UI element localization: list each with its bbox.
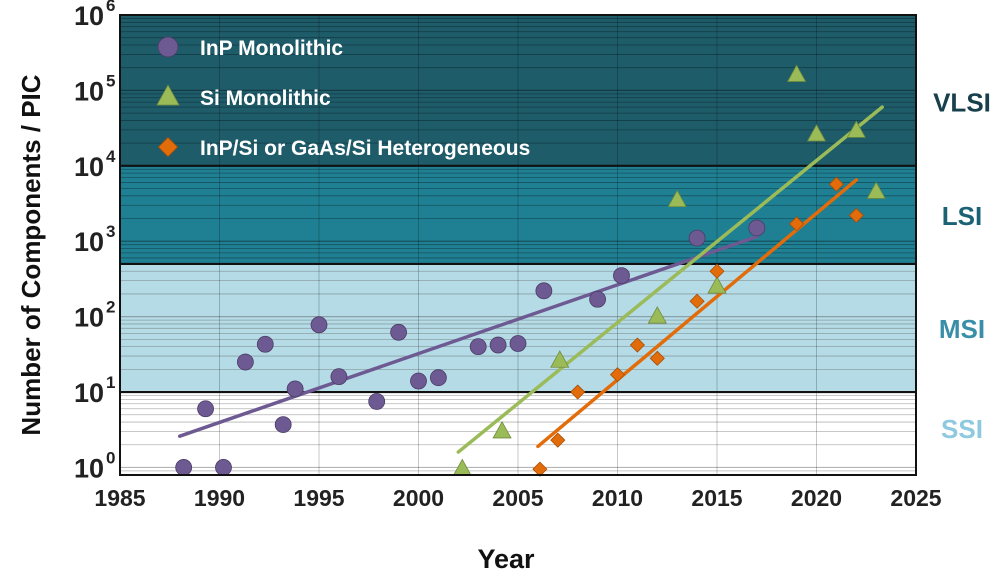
- y-tick-label: 10 1: [74, 373, 116, 408]
- data-point-circle: [390, 323, 408, 341]
- data-point-diamond: [550, 432, 566, 448]
- band-label-vlsi: VLSI: [933, 88, 991, 118]
- y-tick-label: 10 2: [74, 298, 116, 333]
- band-msi: [120, 263, 916, 393]
- trend-line-circle: [177, 234, 759, 438]
- data-point-diamond: [689, 293, 705, 309]
- data-point-circle: [748, 219, 766, 237]
- data-point-triangle: [806, 124, 827, 142]
- legend-label: InP Monolithic: [200, 37, 343, 60]
- x-tick-label: 2000: [393, 485, 444, 511]
- data-point-diamond: [629, 337, 645, 353]
- y-tick-label: 10 0: [74, 448, 116, 483]
- y-tick-base: 10: [74, 378, 104, 408]
- data-point-diamond: [532, 461, 548, 477]
- data-point-circle: [410, 372, 427, 390]
- data-point-triangle: [707, 276, 727, 294]
- data-point-circle: [469, 338, 487, 356]
- data-point-triangle: [866, 181, 886, 199]
- legend-label: Si Monolithic: [200, 87, 331, 110]
- band-label-ssi: SSI: [941, 414, 983, 444]
- y-tick-base: 10: [74, 76, 104, 106]
- data-point-diamond: [709, 263, 725, 279]
- y-tick-base: 10: [74, 1, 104, 31]
- y-tick-base: 10: [74, 227, 104, 257]
- y-tick-label: 10 4: [74, 147, 116, 182]
- x-tick-label: 2025: [890, 485, 941, 511]
- y-tick-label: 10 3: [74, 222, 116, 257]
- points-layer: [175, 64, 886, 477]
- data-point-circle: [429, 369, 447, 387]
- x-tick-label: 1985: [94, 485, 145, 511]
- data-point-circle: [535, 282, 553, 300]
- data-point-diamond: [848, 207, 864, 223]
- band-labels: SSI MSI LSI VLSI: [933, 88, 991, 445]
- data-point-circle: [489, 336, 507, 354]
- y-tick-base: 10: [74, 303, 104, 333]
- plot-frame: [119, 14, 917, 476]
- band-vlsi: [120, 15, 916, 166]
- data-point-triangle: [786, 64, 807, 82]
- data-point-circle: [613, 267, 630, 285]
- x-tick-label: 1990: [194, 485, 245, 511]
- x-tick-label: 2010: [592, 485, 643, 511]
- x-tick-label: 2005: [492, 485, 543, 511]
- x-axis-title: Year: [477, 544, 535, 574]
- y-tick-exponent: 3: [106, 222, 115, 241]
- data-point-circle: [589, 290, 606, 308]
- y-tick-label: 10 5: [74, 71, 116, 106]
- data-point-diamond: [649, 350, 665, 366]
- frame-layer: [119, 14, 917, 476]
- y-tick-base: 10: [74, 152, 104, 182]
- data-point-triangle: [667, 189, 687, 208]
- y-tick-label: 10 6: [74, 0, 116, 31]
- data-point-triangle: [846, 120, 866, 138]
- y-axis-title: Number of Components / PIC: [16, 74, 46, 435]
- band-layer: [120, 15, 916, 475]
- band-label-msi: MSI: [939, 314, 985, 344]
- data-point-triangle: [647, 306, 667, 324]
- band-label-lsi: LSI: [942, 201, 982, 231]
- y-tick-exponent: 0: [106, 448, 115, 467]
- data-point-circle: [330, 368, 348, 386]
- data-point-circle: [368, 393, 386, 410]
- legend-marker-diamond: [157, 136, 179, 158]
- band-below-1: [120, 467, 916, 475]
- data-point-circle: [215, 459, 232, 476]
- data-point-circle: [310, 316, 328, 334]
- data-point-triangle: [550, 350, 570, 368]
- y-tick-exponent: 6: [106, 0, 115, 15]
- trend-line-triangle: [456, 105, 884, 454]
- data-point-triangle: [492, 420, 512, 439]
- band-lsi: [120, 165, 916, 264]
- x-tick-label: 1995: [293, 485, 344, 511]
- data-point-diamond: [609, 367, 626, 383]
- x-tick-label: 2015: [691, 485, 742, 511]
- y-tick-base: 10: [74, 453, 104, 483]
- data-point-circle: [236, 353, 254, 371]
- legend-marker-triangle: [156, 84, 180, 106]
- data-point-circle: [256, 335, 274, 353]
- data-point-circle: [286, 380, 304, 398]
- data-point-circle: [274, 416, 292, 434]
- legend-label: InP/Si or GaAs/Si Heterogeneous: [200, 137, 530, 160]
- data-point-diamond: [789, 216, 805, 232]
- x-tick-label: 2020: [791, 485, 842, 511]
- legend-marker-circle: [157, 36, 179, 58]
- data-point-circle: [688, 229, 706, 247]
- y-tick-exponent: 4: [106, 147, 116, 166]
- data-point-circle: [175, 459, 193, 476]
- data-point-circle: [509, 335, 527, 352]
- data-point-circle: [197, 400, 214, 418]
- y-tick-exponent: 2: [106, 298, 115, 317]
- data-point-diamond: [828, 176, 844, 192]
- data-point-diamond: [570, 384, 586, 400]
- y-tick-exponent: 1: [106, 373, 115, 392]
- y-tick-exponent: 5: [106, 71, 115, 90]
- legend: InP Monolithic Si Monolithic InP/Si or GaA…: [156, 36, 530, 160]
